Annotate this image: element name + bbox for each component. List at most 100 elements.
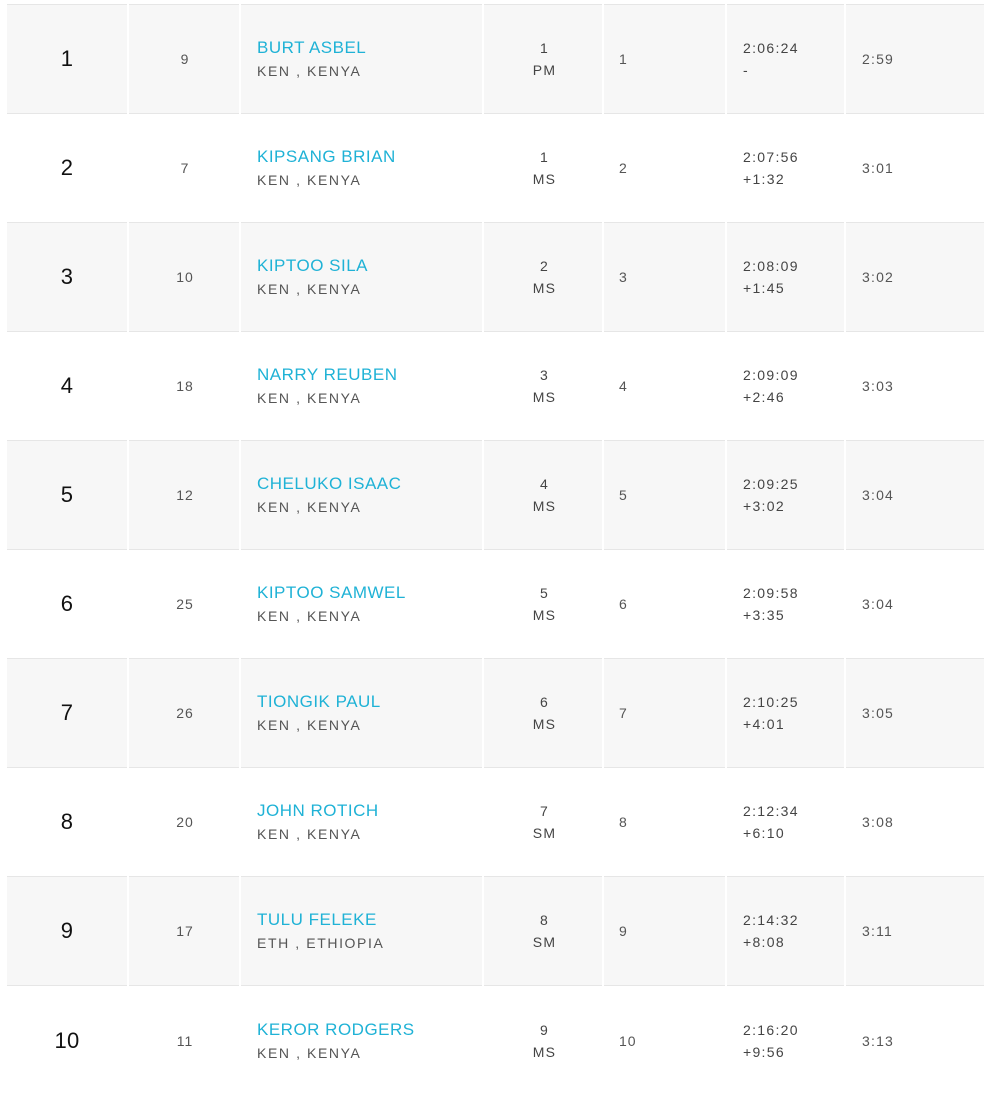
bib-number: 9 bbox=[180, 51, 190, 67]
gender-place: 8 bbox=[619, 814, 628, 830]
athlete-country: KEN , KENYA bbox=[257, 717, 362, 733]
athlete-name-link[interactable]: TULU FELEKE bbox=[257, 910, 377, 929]
column-divider bbox=[725, 0, 727, 1098]
gender-place: 3 bbox=[619, 269, 628, 285]
table-row[interactable]: 2 7 KIPSANG BRIAN KEN , KENYA 1 MS 2 2:07:56 +1:… bbox=[7, 114, 984, 223]
pace: 3:04 bbox=[862, 487, 895, 503]
category-name: SM bbox=[532, 825, 557, 841]
athlete-country: KEN , KENYA bbox=[257, 608, 362, 624]
pace: 3:11 bbox=[862, 923, 894, 939]
category-place: 8 bbox=[540, 912, 549, 928]
category-cell: 3 MS bbox=[487, 332, 602, 440]
athlete-country: KEN , KENYA bbox=[257, 826, 362, 842]
category-cell: 8 SM bbox=[487, 877, 602, 985]
table-row[interactable]: 6 25 KIPTOO SAMWEL KEN , KENYA 5 MS 6 2:09:58 +3… bbox=[7, 550, 984, 659]
athlete-name-link[interactable]: TIONGIK PAUL bbox=[257, 692, 381, 711]
time-gap: +1:32 bbox=[743, 171, 785, 187]
overall-rank: 2 bbox=[60, 155, 74, 180]
overall-rank: 9 bbox=[60, 918, 74, 943]
athlete-name-link[interactable]: KEROR RODGERS bbox=[257, 1019, 415, 1039]
table-row[interactable]: 4 18 NARRY REUBEN KEN , KENYA 3 MS 4 2:09:09 +2:… bbox=[7, 332, 984, 441]
table-row[interactable]: 8 20 JOHN ROTICH KEN , KENYA 7 SM 8 2:12:34 +6:1… bbox=[7, 768, 984, 877]
table-top-divider bbox=[7, 4, 984, 5]
category-cell: 2 MS bbox=[487, 223, 602, 331]
time-gap: - bbox=[743, 62, 749, 78]
athlete-country: KEN , KENYA bbox=[257, 172, 362, 188]
category-place: 3 bbox=[540, 367, 549, 383]
category-name: MS bbox=[532, 607, 557, 623]
overall-rank: 6 bbox=[60, 591, 74, 616]
category-cell: 7 SM bbox=[487, 768, 602, 876]
category-cell: 6 MS bbox=[487, 659, 602, 767]
category-cell: 9 MS bbox=[487, 986, 602, 1095]
table-row[interactable]: 9 17 TULU FELEKE ETH , ETHIOPIA 8 SM 9 2:14:32 +… bbox=[7, 877, 984, 986]
time-cell: 2:16:20 +9:56 bbox=[743, 986, 853, 1095]
column-divider bbox=[482, 0, 484, 1098]
athlete-name-link[interactable]: KIPSANG BRIAN bbox=[257, 147, 396, 166]
athlete-cell: KEROR RODGERS KEN , KENYA bbox=[257, 986, 527, 1095]
time-gap: +3:35 bbox=[743, 607, 785, 623]
athlete-cell: TULU FELEKE ETH , ETHIOPIA bbox=[257, 877, 527, 985]
finish-time: 2:09:25 bbox=[743, 476, 799, 492]
results-table: 1 9 BURT ASBEL KEN , KENYA 1 PM 1 2:06:24 - 2:59 2… bbox=[7, 0, 984, 1098]
time-cell: 2:08:09 +1:45 bbox=[743, 223, 853, 331]
athlete-cell: NARRY REUBEN KEN , KENYA bbox=[257, 332, 527, 440]
athlete-cell: TIONGIK PAUL KEN , KENYA bbox=[257, 659, 527, 767]
athlete-name-link[interactable]: KIPTOO SAMWEL bbox=[257, 583, 406, 602]
time-cell: 2:09:09 +2:46 bbox=[743, 332, 853, 440]
bib-number: 18 bbox=[176, 378, 194, 394]
table-row[interactable]: 7 26 TIONGIK PAUL KEN , KENYA 6 MS 7 2:10:25 +4:… bbox=[7, 659, 984, 768]
gender-place: 2 bbox=[619, 160, 628, 176]
gender-place: 9 bbox=[619, 923, 628, 939]
gender-place: 6 bbox=[619, 596, 628, 612]
time-gap: +9:56 bbox=[743, 1043, 785, 1060]
athlete-name-link[interactable]: CHELUKO ISAAC bbox=[257, 474, 402, 493]
pace: 3:05 bbox=[862, 705, 895, 721]
table-row[interactable]: 1 9 BURT ASBEL KEN , KENYA 1 PM 1 2:06:24 - 2:59 bbox=[7, 5, 984, 114]
column-divider bbox=[844, 0, 846, 1098]
athlete-cell: JOHN ROTICH KEN , KENYA bbox=[257, 768, 527, 876]
gender-place: 4 bbox=[619, 378, 628, 394]
gender-place: 5 bbox=[619, 487, 628, 503]
category-place: 4 bbox=[540, 476, 549, 492]
time-gap: +2:46 bbox=[743, 389, 785, 405]
athlete-cell: KIPTOO SAMWEL KEN , KENYA bbox=[257, 550, 527, 658]
athlete-country: KEN , KENYA bbox=[257, 390, 362, 406]
gender-place: 1 bbox=[619, 51, 628, 67]
athlete-cell: KIPTOO SILA KEN , KENYA bbox=[257, 223, 527, 331]
athlete-name-link[interactable]: KIPTOO SILA bbox=[257, 256, 369, 275]
time-cell: 2:10:25 +4:01 bbox=[743, 659, 853, 767]
finish-time: 2:10:25 bbox=[743, 694, 799, 710]
overall-rank: 3 bbox=[60, 264, 74, 289]
category-name: SM bbox=[532, 934, 557, 950]
category-name: MS bbox=[532, 280, 557, 296]
athlete-cell: BURT ASBEL KEN , KENYA bbox=[257, 5, 527, 113]
athlete-country: KEN , KENYA bbox=[257, 1044, 362, 1061]
category-place: 1 bbox=[540, 149, 549, 165]
category-name: MS bbox=[532, 1043, 557, 1060]
category-place: 5 bbox=[540, 585, 549, 601]
finish-time: 2:16:20 bbox=[743, 1021, 799, 1038]
overall-rank: 8 bbox=[60, 809, 74, 834]
time-cell: 2:09:25 +3:02 bbox=[743, 441, 853, 549]
pace: 3:08 bbox=[862, 814, 895, 830]
category-name: PM bbox=[532, 62, 557, 78]
finish-time: 2:09:58 bbox=[743, 585, 799, 601]
bib-number: 7 bbox=[180, 160, 190, 176]
athlete-name-link[interactable]: BURT ASBEL bbox=[257, 38, 367, 57]
gender-place: 7 bbox=[619, 705, 628, 721]
athlete-country: ETH , ETHIOPIA bbox=[257, 935, 385, 951]
athlete-name-link[interactable]: JOHN ROTICH bbox=[257, 801, 379, 820]
pace: 3:01 bbox=[862, 160, 895, 176]
pace: 3:03 bbox=[862, 378, 895, 394]
bib-number: 26 bbox=[176, 705, 194, 721]
time-cell: 2:07:56 +1:32 bbox=[743, 114, 853, 222]
table-row[interactable]: 10 11 KEROR RODGERS KEN , KENYA 9 MS 10 2:16:20… bbox=[7, 986, 984, 1095]
column-divider bbox=[127, 0, 129, 1098]
athlete-name-link[interactable]: NARRY REUBEN bbox=[257, 365, 398, 384]
time-gap: +6:10 bbox=[743, 825, 785, 841]
finish-time: 2:14:32 bbox=[743, 912, 799, 928]
table-row[interactable]: 5 12 CHELUKO ISAAC KEN , KENYA 4 MS 5 2:09:25 +3… bbox=[7, 441, 984, 550]
table-row[interactable]: 3 10 KIPTOO SILA KEN , KENYA 2 MS 3 2:08:09 +1:4… bbox=[7, 223, 984, 332]
bib-number: 17 bbox=[176, 923, 194, 939]
